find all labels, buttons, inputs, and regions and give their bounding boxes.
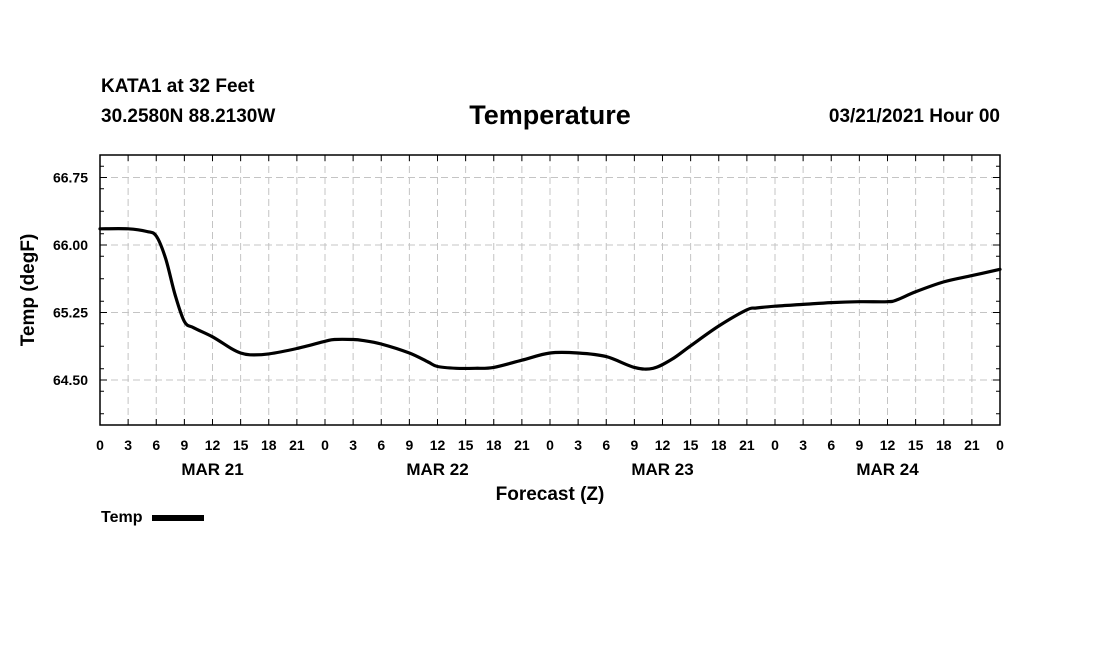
x-tick-label: 0 xyxy=(321,437,329,453)
x-tick-label: 18 xyxy=(711,437,727,453)
x-tick-label: 21 xyxy=(964,437,980,453)
x-tick-label: 9 xyxy=(405,437,413,453)
x-tick-label: 9 xyxy=(630,437,638,453)
forecast-datetime: 03/21/2021 Hour 00 xyxy=(828,106,1000,127)
x-tick-label: 18 xyxy=(261,437,277,453)
day-labels: MAR 21 MAR 22 MAR 23 MAR 24 xyxy=(181,460,919,479)
x-axis-ticks: 0 3 6 9 12 15 18 21 0 3 6 9 12 15 18 21 0 3 6 9 12 15 18 21 0 3 6 9… xyxy=(96,155,1004,453)
x-tick-label: 15 xyxy=(908,437,924,453)
x-tick-label: 0 xyxy=(996,437,1004,453)
day-label: MAR 24 xyxy=(856,460,919,479)
x-tick-label: 3 xyxy=(124,437,132,453)
station-coordinates: 30.2580N 88.2130W xyxy=(101,106,276,127)
legend-label: Temp xyxy=(101,509,143,526)
x-tick-label: 12 xyxy=(880,437,896,453)
station-name: KATA1 at 32 Feet xyxy=(101,76,255,97)
series-layer xyxy=(98,227,1002,371)
y-axis-label: Temp (degF) xyxy=(18,234,39,347)
x-tick-label: 21 xyxy=(289,437,305,453)
x-tick-label: 6 xyxy=(827,437,835,453)
x-tick-label: 12 xyxy=(205,437,221,453)
series-line-temp xyxy=(98,227,1002,371)
x-tick-label: 18 xyxy=(486,437,502,453)
x-tick-label: 9 xyxy=(855,437,863,453)
grid-lines xyxy=(100,155,1000,425)
x-tick-label: 15 xyxy=(233,437,249,453)
x-tick-label: 0 xyxy=(771,437,779,453)
x-tick-label: 21 xyxy=(514,437,530,453)
day-label: MAR 22 xyxy=(406,460,468,479)
x-tick-label: 3 xyxy=(574,437,582,453)
y-tick-label: 64.50 xyxy=(53,372,88,388)
legend: Temp xyxy=(101,509,205,527)
x-tick-label: 9 xyxy=(180,437,188,453)
x-tick-label: 0 xyxy=(96,437,104,453)
x-tick-label: 15 xyxy=(458,437,474,453)
x-tick-label: 6 xyxy=(152,437,160,453)
x-tick-label: 15 xyxy=(683,437,699,453)
day-label: MAR 23 xyxy=(631,460,693,479)
x-tick-label: 12 xyxy=(430,437,446,453)
x-tick-label: 3 xyxy=(349,437,357,453)
day-label: MAR 21 xyxy=(181,460,243,479)
y-tick-label: 66.75 xyxy=(53,170,88,186)
x-tick-label: 6 xyxy=(377,437,385,453)
y-tick-label: 65.25 xyxy=(53,305,88,321)
x-tick-label: 0 xyxy=(546,437,554,453)
y-axis-ticks: 64.50 65.25 66.00 66.75 xyxy=(53,170,1000,388)
chart-title: Temperature xyxy=(469,100,631,130)
x-tick-label: 12 xyxy=(655,437,671,453)
y-tick-label: 66.00 xyxy=(53,237,88,253)
x-tick-label: 18 xyxy=(936,437,952,453)
x-tick-label: 3 xyxy=(799,437,807,453)
x-tick-label: 6 xyxy=(602,437,610,453)
x-tick-label: 21 xyxy=(739,437,755,453)
x-axis-label: Forecast (Z) xyxy=(496,484,605,505)
legend-swatch-temp xyxy=(152,515,205,521)
